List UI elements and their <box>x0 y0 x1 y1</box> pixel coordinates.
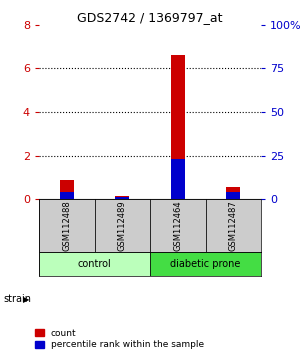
Bar <box>206 199 261 252</box>
Text: GSM112488: GSM112488 <box>62 200 71 251</box>
Text: diabetic prone: diabetic prone <box>170 259 241 269</box>
Title: GDS2742 / 1369797_at: GDS2742 / 1369797_at <box>77 11 223 24</box>
Bar <box>39 252 150 276</box>
Bar <box>115 197 129 199</box>
Bar <box>60 180 74 192</box>
Bar <box>150 252 261 276</box>
Text: strain: strain <box>3 294 31 304</box>
Text: GSM112489: GSM112489 <box>118 200 127 251</box>
Text: GSM112487: GSM112487 <box>229 200 238 251</box>
Bar <box>39 199 94 252</box>
Text: ▶: ▶ <box>22 295 29 304</box>
Bar <box>115 196 129 197</box>
Text: GSM112464: GSM112464 <box>173 200 182 251</box>
Bar <box>226 187 240 192</box>
Legend: count, percentile rank within the sample: count, percentile rank within the sample <box>34 329 204 349</box>
Text: control: control <box>78 259 111 269</box>
Bar <box>60 192 74 199</box>
Bar <box>226 192 240 199</box>
Bar <box>94 199 150 252</box>
Bar <box>150 199 206 252</box>
Bar <box>171 55 185 159</box>
Bar <box>171 159 185 199</box>
